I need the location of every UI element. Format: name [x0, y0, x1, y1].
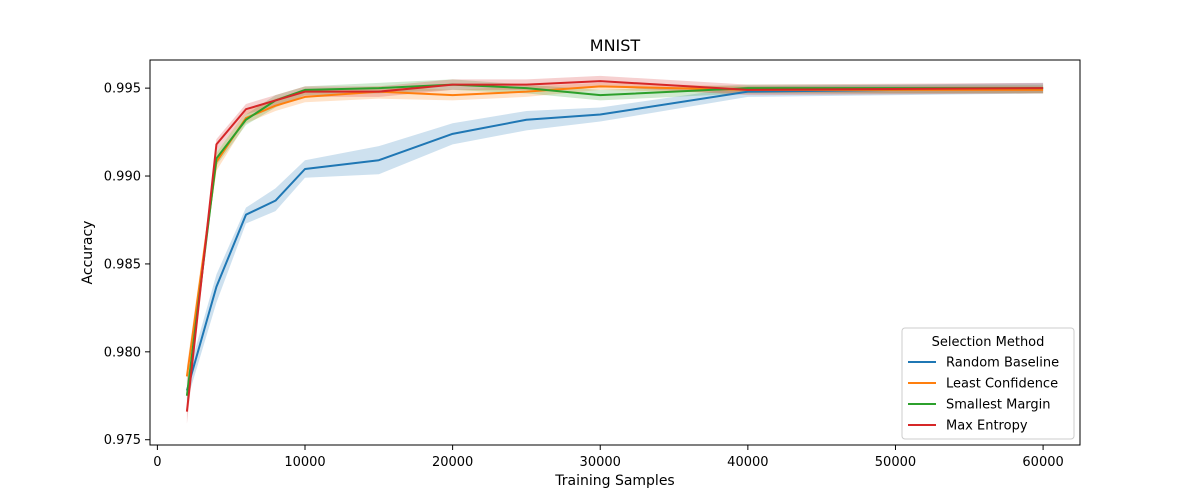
x-tick-label: 20000: [432, 455, 473, 470]
series-line-2: [185, 83, 1044, 396]
legend-label-3: Max Entropy: [946, 419, 1028, 434]
plot-area: [185, 75, 1044, 424]
legend-label-2: Smallest Margin: [946, 398, 1051, 413]
x-tick-label: 60000: [1022, 455, 1063, 470]
x-tick-label: 10000: [284, 455, 325, 470]
series-line-3: [185, 80, 1044, 412]
legend-label-0: Random Baseline: [946, 356, 1059, 371]
legend: Selection Method Random Baseline Least Con…: [901, 327, 1075, 440]
legend-label-1: Least Confidence: [946, 377, 1058, 392]
y-tick-label: 0.985: [104, 257, 141, 272]
series-line-0: [185, 87, 1044, 391]
legend-title: Selection Method: [932, 335, 1045, 350]
confidence-band-0: [186, 82, 1044, 402]
y-tick-label: 0.995: [104, 82, 141, 97]
x-tick-label: 40000: [727, 455, 768, 470]
y-tick-label: 0.975: [104, 433, 141, 448]
x-tick-label: 50000: [875, 455, 916, 470]
x-axis-label: Training Samples: [554, 473, 674, 489]
y-axis-label: Accuracy: [80, 221, 96, 285]
x-tick-label: 0: [153, 455, 161, 470]
y-tick-label: 0.980: [104, 345, 141, 360]
plot-frame: [149, 59, 1081, 446]
x-tick-label: 30000: [580, 455, 621, 470]
legend-box: [901, 327, 1075, 440]
chart-title: MNIST: [590, 36, 641, 55]
y-tick-label: 0.990: [104, 170, 141, 185]
